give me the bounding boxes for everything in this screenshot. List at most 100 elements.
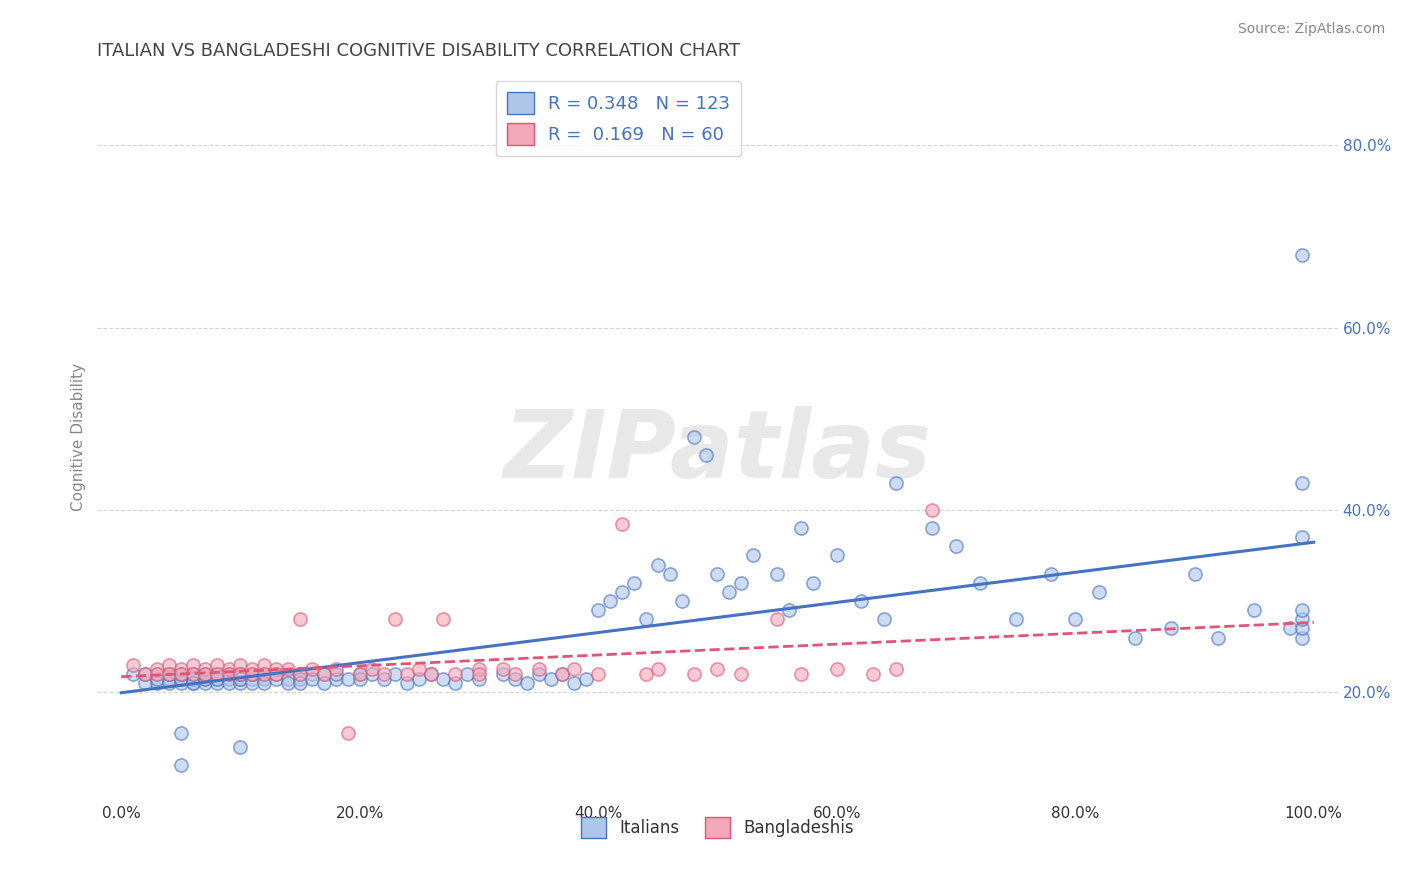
Text: Source: ZipAtlas.com: Source: ZipAtlas.com xyxy=(1237,22,1385,37)
Point xyxy=(432,612,454,626)
Point xyxy=(862,667,884,681)
Point xyxy=(170,667,193,681)
Point xyxy=(157,667,180,681)
Point xyxy=(157,667,180,681)
Point xyxy=(1291,621,1313,635)
Point xyxy=(264,662,287,676)
Point xyxy=(468,672,491,686)
Point xyxy=(540,672,562,686)
Point xyxy=(623,575,645,590)
Point xyxy=(146,676,169,690)
Point xyxy=(146,662,169,676)
Point xyxy=(122,667,145,681)
Point xyxy=(420,667,443,681)
Point xyxy=(242,662,264,676)
Point xyxy=(1064,612,1087,626)
Point xyxy=(730,667,752,681)
Text: ITALIAN VS BANGLADESHI COGNITIVE DISABILITY CORRELATION CHART: ITALIAN VS BANGLADESHI COGNITIVE DISABIL… xyxy=(97,42,741,60)
Point xyxy=(170,662,193,676)
Point xyxy=(229,672,252,686)
Point xyxy=(492,667,515,681)
Point xyxy=(468,667,491,681)
Point xyxy=(516,676,538,690)
Point xyxy=(921,521,943,535)
Point xyxy=(718,585,741,599)
Point xyxy=(730,575,752,590)
Point xyxy=(336,726,359,740)
Point xyxy=(264,672,287,686)
Point xyxy=(134,676,156,690)
Point xyxy=(301,672,323,686)
Point xyxy=(181,657,204,672)
Point xyxy=(360,667,382,681)
Point xyxy=(277,676,299,690)
Point xyxy=(288,676,311,690)
Point xyxy=(170,758,193,772)
Point xyxy=(312,667,335,681)
Point xyxy=(205,667,228,681)
Point xyxy=(229,667,252,681)
Point xyxy=(682,430,704,444)
Legend: Italians, Bangladeshis: Italians, Bangladeshis xyxy=(575,811,860,845)
Point xyxy=(1291,603,1313,617)
Point xyxy=(610,516,633,531)
Point xyxy=(325,662,347,676)
Point xyxy=(1123,631,1146,645)
Point xyxy=(790,667,813,681)
Point xyxy=(456,667,478,681)
Point xyxy=(1278,621,1301,635)
Point xyxy=(170,726,193,740)
Point xyxy=(1040,566,1063,581)
Point xyxy=(146,667,169,681)
Point xyxy=(312,676,335,690)
Point xyxy=(229,739,252,754)
Point xyxy=(242,667,264,681)
Point xyxy=(825,662,848,676)
Point xyxy=(242,676,264,690)
Point xyxy=(1291,248,1313,262)
Point xyxy=(1291,530,1313,544)
Point xyxy=(312,667,335,681)
Point xyxy=(349,672,371,686)
Point xyxy=(945,540,967,554)
Point xyxy=(1291,475,1313,490)
Point xyxy=(146,667,169,681)
Point xyxy=(242,667,264,681)
Point xyxy=(634,612,657,626)
Point xyxy=(886,475,908,490)
Point xyxy=(396,676,419,690)
Point xyxy=(778,603,800,617)
Point xyxy=(157,676,180,690)
Point xyxy=(790,521,813,535)
Point xyxy=(194,662,217,676)
Point xyxy=(194,667,217,681)
Point xyxy=(277,662,299,676)
Point xyxy=(194,672,217,686)
Point xyxy=(301,662,323,676)
Point xyxy=(134,667,156,681)
Point xyxy=(170,676,193,690)
Point xyxy=(373,672,395,686)
Point xyxy=(1184,566,1206,581)
Point xyxy=(706,662,728,676)
Point xyxy=(564,676,586,690)
Point xyxy=(288,612,311,626)
Point xyxy=(1208,631,1230,645)
Point xyxy=(205,672,228,686)
Point xyxy=(288,667,311,681)
Point xyxy=(218,667,240,681)
Point xyxy=(253,672,276,686)
Point xyxy=(122,657,145,672)
Point xyxy=(157,667,180,681)
Point xyxy=(527,662,550,676)
Point xyxy=(969,575,991,590)
Point xyxy=(586,667,609,681)
Point xyxy=(288,672,311,686)
Point xyxy=(849,594,872,608)
Point xyxy=(695,448,717,462)
Point xyxy=(157,672,180,686)
Point xyxy=(444,667,467,681)
Y-axis label: Cognitive Disability: Cognitive Disability xyxy=(72,363,86,511)
Point xyxy=(170,672,193,686)
Point xyxy=(766,566,789,581)
